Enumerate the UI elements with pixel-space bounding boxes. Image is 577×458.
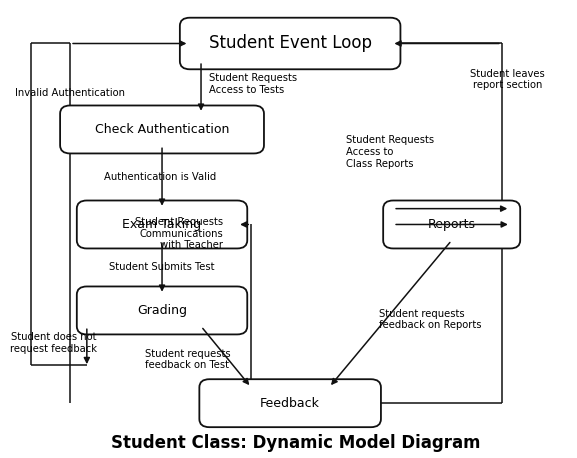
Text: Student Requests
Access to
Class Reports: Student Requests Access to Class Reports: [346, 136, 434, 169]
Text: Student Submits Test: Student Submits Test: [109, 262, 215, 273]
Text: Exam Taking: Exam Taking: [122, 218, 201, 231]
FancyBboxPatch shape: [383, 201, 520, 248]
Text: Student requests
feedback on Test: Student requests feedback on Test: [145, 349, 231, 370]
FancyBboxPatch shape: [180, 18, 400, 69]
Text: Feedback: Feedback: [260, 397, 320, 410]
Text: Student Requests
Access to Tests: Student Requests Access to Tests: [209, 73, 298, 95]
Text: Student leaves
report section: Student leaves report section: [470, 69, 545, 91]
FancyBboxPatch shape: [60, 105, 264, 153]
Text: Student does not
request feedback: Student does not request feedback: [10, 332, 97, 354]
FancyBboxPatch shape: [77, 286, 248, 334]
Text: Student Class: Dynamic Model Diagram: Student Class: Dynamic Model Diagram: [111, 434, 481, 452]
Text: Student Requests
Communications
with Teacher: Student Requests Communications with Tea…: [135, 217, 223, 250]
Text: Grading: Grading: [137, 304, 187, 317]
Text: Reports: Reports: [428, 218, 475, 231]
Text: Check Authentication: Check Authentication: [95, 123, 229, 136]
Text: Invalid Authentication: Invalid Authentication: [15, 88, 125, 98]
FancyBboxPatch shape: [200, 379, 381, 427]
FancyBboxPatch shape: [77, 201, 248, 248]
Text: Authentication is Valid: Authentication is Valid: [103, 172, 216, 182]
Text: Student Event Loop: Student Event Loop: [209, 34, 372, 53]
Text: Student requests
feedback on Reports: Student requests feedback on Reports: [379, 309, 482, 330]
